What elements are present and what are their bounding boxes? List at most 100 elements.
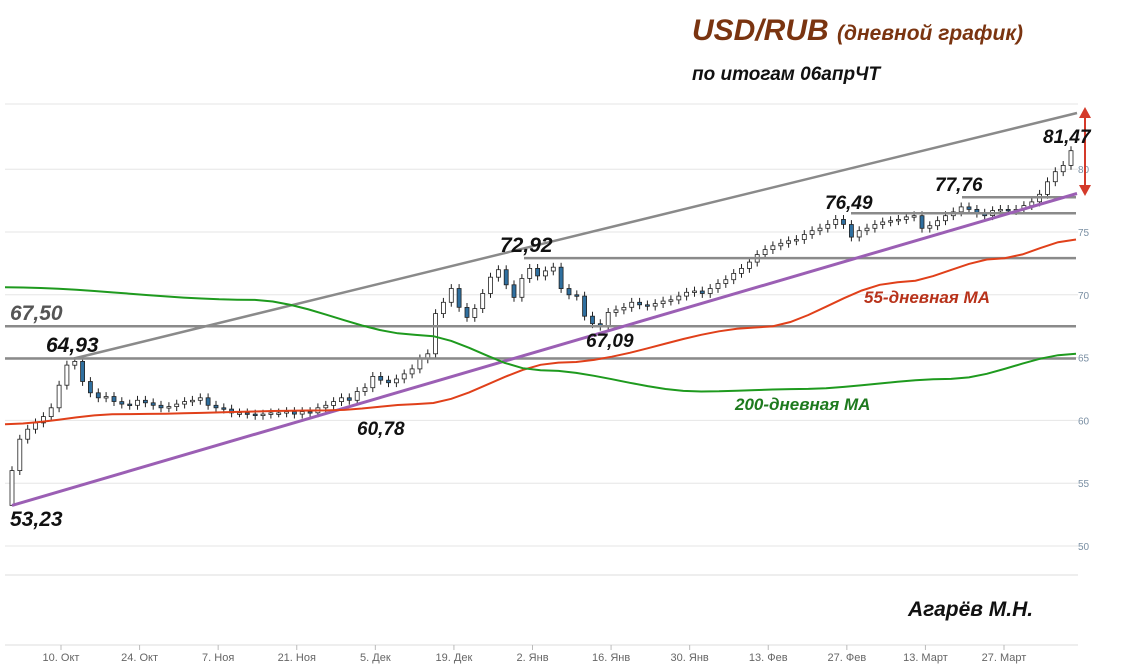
candle-up (166, 406, 172, 409)
candle-up (72, 360, 78, 366)
candle-down (252, 413, 258, 417)
candle-up (668, 299, 674, 302)
candle-up (605, 311, 611, 327)
candle-up (480, 293, 486, 310)
candle-down (378, 375, 384, 381)
author-signature: Агарёв М.Н. (908, 598, 1034, 621)
candle-up (237, 412, 242, 415)
candle-down (205, 397, 211, 406)
x-tick-label: 10. Окт (43, 652, 80, 664)
candle-up (723, 279, 729, 284)
price-label: 67,50 (10, 302, 63, 325)
candle-up (197, 397, 203, 401)
candle-down (456, 288, 462, 308)
candle-down (111, 396, 117, 402)
candle-up (409, 368, 415, 375)
candle-up (825, 224, 831, 229)
ma55-line (4, 238, 1077, 426)
candle-up (393, 378, 399, 384)
support-trend-line (11, 192, 1078, 507)
y-tick-label: 60 (1078, 416, 1090, 427)
candle-down (574, 294, 580, 297)
candle-up (786, 240, 791, 244)
arrow-head-up (1079, 107, 1091, 118)
candle-up (856, 230, 862, 238)
candle-down (503, 269, 509, 286)
y-tick-label: 70 (1078, 291, 1090, 302)
x-tick-label: 2. Янв (516, 652, 548, 664)
candle-up (417, 358, 423, 370)
candle-up (299, 411, 305, 415)
chart-title: USD/RUB (дневной график) (692, 14, 1023, 48)
price-label: 77,76 (935, 175, 983, 196)
candle-up (174, 403, 180, 408)
candle-up (260, 413, 266, 417)
candle-down (158, 404, 164, 409)
candle-up (660, 300, 666, 305)
x-tick-label: 24. Окт (121, 652, 158, 664)
candle-up (33, 422, 38, 430)
title-main: USD/RUB (692, 14, 829, 47)
candle-up (817, 227, 823, 232)
candle-up (433, 313, 439, 355)
candle-up (401, 373, 407, 380)
x-tick-label: 5. Дек (360, 652, 391, 664)
y-tick-label: 75 (1078, 228, 1090, 239)
candle-up (692, 290, 697, 293)
grid: 50 55 60 65 70 75 80 10. Окт 24. Окт 7. Ноя 21. Но… (5, 103, 1090, 664)
candle-up (998, 208, 1003, 212)
candle-up (189, 399, 195, 403)
candle-up (1045, 181, 1050, 195)
candle-down (88, 381, 93, 394)
candle-up (652, 303, 658, 307)
x-tick-label: 13. Март (903, 652, 948, 664)
ma200-line (4, 286, 1077, 393)
candle-up (903, 216, 909, 220)
candle-up (354, 391, 360, 401)
candle-down (80, 360, 85, 382)
candle-down (582, 295, 587, 317)
candle-up (527, 267, 533, 279)
candle-up (1060, 164, 1066, 173)
title-sub: (дневной график) (837, 22, 1023, 45)
candle-down (150, 402, 156, 406)
candle-up (41, 416, 46, 424)
candle-up (684, 291, 689, 297)
candle-up (927, 225, 933, 229)
candle-up (958, 206, 964, 213)
candle-up (629, 301, 635, 308)
candle-down (291, 411, 297, 415)
candle-up (9, 470, 15, 506)
candle-up (103, 396, 109, 399)
candles (9, 146, 1074, 506)
candle-up (268, 412, 274, 415)
candle-up (17, 438, 23, 472)
candle-down (849, 224, 854, 238)
candle-up (182, 401, 188, 405)
candle-up (833, 218, 839, 225)
x-tick-label: 13. Фев (749, 652, 788, 664)
candle-up (519, 278, 525, 298)
ma200-label: 200-дневная МА (734, 395, 870, 414)
ma55-label: 55-дневная МА (864, 288, 990, 307)
candle-up (543, 270, 548, 277)
arrow-head-down (1079, 185, 1091, 196)
candle-down (95, 392, 101, 399)
candle-up (801, 234, 807, 240)
candle-up (880, 221, 886, 225)
indicators (4, 107, 1091, 507)
candle-down (535, 267, 540, 277)
candle-up (888, 220, 893, 223)
price-label: 72,92 (500, 234, 553, 257)
candle-down (699, 290, 705, 294)
price-label: 53,23 (10, 508, 63, 531)
candle-up (135, 399, 140, 406)
x-tick-label: 21. Ноя (278, 652, 316, 664)
candle-up (448, 288, 454, 303)
candle-up (621, 306, 627, 311)
candle-up (331, 401, 337, 406)
candle-up (276, 412, 282, 415)
x-tick-label: 30. Янв (671, 652, 709, 664)
candle-up (935, 220, 940, 227)
